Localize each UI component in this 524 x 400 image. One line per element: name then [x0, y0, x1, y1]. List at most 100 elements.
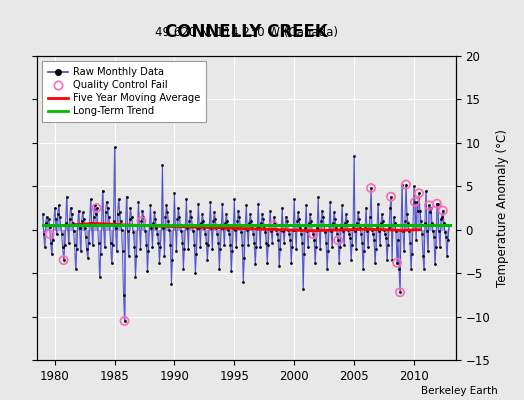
Point [219, 225, 227, 231]
Point [368, 226, 376, 233]
Point [143, 242, 151, 248]
Point [88, 220, 96, 226]
Point [73, 222, 82, 228]
Point [243, 226, 252, 233]
Point [326, 199, 334, 205]
Point [396, 289, 404, 296]
Point [405, 228, 413, 235]
Point [194, 200, 203, 207]
Point [323, 266, 331, 272]
Point [314, 194, 322, 200]
Point [156, 244, 165, 250]
Point [234, 208, 243, 214]
Point [356, 225, 364, 231]
Point [100, 222, 108, 228]
Point [143, 268, 151, 275]
Point [337, 225, 345, 231]
Point [80, 225, 89, 231]
Point [176, 222, 184, 228]
Point [280, 240, 288, 246]
Point [112, 248, 121, 255]
Point [144, 248, 152, 255]
Point [123, 228, 132, 235]
Point [61, 220, 70, 226]
Point [330, 209, 339, 216]
Point [433, 200, 441, 207]
Point [130, 244, 139, 250]
Point [425, 202, 433, 208]
Point [39, 231, 48, 237]
Point [216, 246, 224, 252]
Point [278, 205, 287, 211]
Point [412, 237, 420, 243]
Point [261, 229, 269, 236]
Point [275, 263, 283, 269]
Point [321, 229, 329, 236]
Point [169, 222, 178, 228]
Point [417, 218, 425, 224]
Point [150, 209, 159, 216]
Point [367, 185, 375, 191]
Point [199, 218, 208, 224]
Point [145, 222, 154, 228]
Point [80, 216, 88, 222]
Point [252, 244, 260, 250]
Point [40, 244, 49, 250]
Point [318, 208, 326, 214]
Point [190, 242, 199, 248]
Point [320, 222, 329, 228]
Point [91, 211, 100, 217]
Point [296, 225, 304, 231]
Point [254, 200, 263, 207]
Point [50, 205, 59, 211]
Point [177, 228, 185, 235]
Point [284, 226, 292, 233]
Point [294, 209, 302, 216]
Point [41, 220, 50, 226]
Point [407, 266, 415, 272]
Point [167, 280, 176, 287]
Point [411, 199, 419, 205]
Point [315, 226, 323, 233]
Point [52, 231, 61, 237]
Point [245, 220, 254, 226]
Point [303, 228, 311, 235]
Point [387, 194, 395, 200]
Point [324, 248, 332, 255]
Point [69, 220, 77, 226]
Point [62, 194, 71, 200]
Point [71, 266, 80, 272]
Point [116, 218, 125, 224]
Point [97, 222, 106, 228]
Point [239, 279, 247, 285]
Point [389, 222, 397, 228]
Point [270, 214, 278, 220]
Point [206, 199, 214, 205]
Point [309, 231, 318, 237]
Point [218, 200, 226, 207]
Point [230, 196, 238, 202]
Point [359, 266, 367, 272]
Point [228, 248, 236, 255]
Point [215, 266, 224, 272]
Point [217, 225, 225, 231]
Point [288, 244, 297, 250]
Point [147, 225, 156, 231]
Point [242, 202, 250, 208]
Point [332, 225, 340, 231]
Point [96, 251, 105, 257]
Point [329, 220, 337, 226]
Point [298, 240, 307, 246]
Point [402, 181, 410, 188]
Point [343, 218, 351, 224]
Y-axis label: Temperature Anomaly (°C): Temperature Anomaly (°C) [496, 129, 509, 287]
Point [134, 199, 143, 205]
Point [302, 202, 310, 208]
Point [224, 226, 233, 233]
Point [149, 220, 158, 226]
Point [46, 224, 54, 230]
Point [82, 246, 91, 252]
Point [423, 228, 431, 235]
Point [440, 220, 448, 226]
Point [428, 220, 436, 226]
